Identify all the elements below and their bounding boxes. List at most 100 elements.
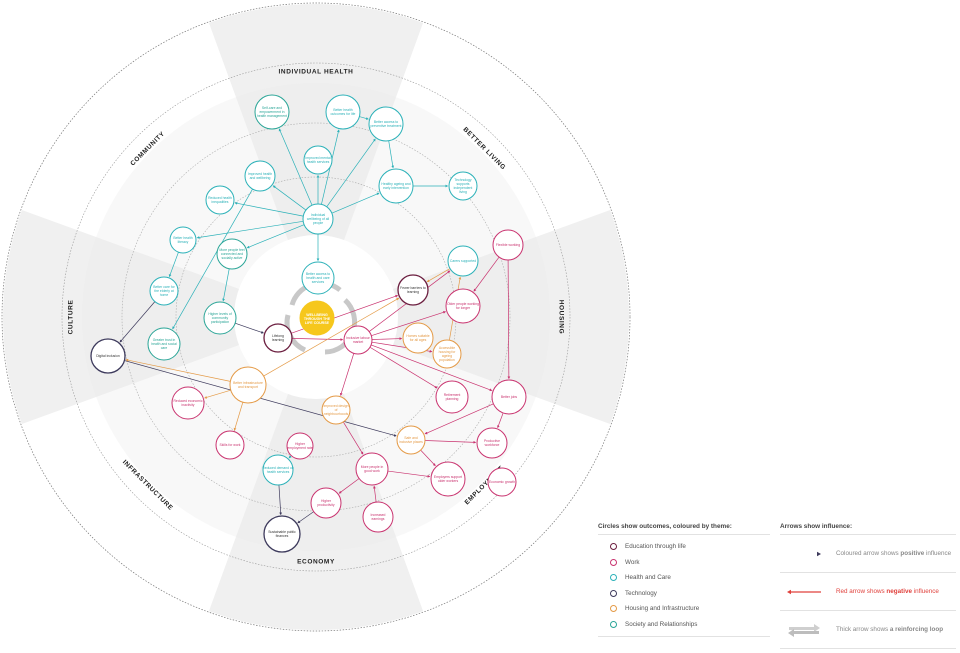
outcome-node[interactable]: Technology supports independent living [448, 171, 478, 201]
sector-label-economy: ECONOMY [297, 559, 335, 566]
outcome-circle [303, 145, 333, 175]
theme-dot-icon [610, 589, 617, 597]
outcome-node[interactable]: Higher productivity [310, 487, 342, 519]
outcome-label: Sustainable public finances [268, 530, 296, 538]
sector-label-housing: HOUSING [557, 300, 564, 335]
influence-arrow [326, 138, 376, 208]
outcome-label: Improved design of neighbourhoods [323, 404, 348, 416]
influence-arrow [338, 478, 360, 494]
influence-arrow [497, 412, 504, 429]
theme-label: Health and Care [625, 574, 671, 582]
outcome-node[interactable]: Healthy ageing and early intervention [378, 168, 414, 204]
outcome-label: Economic growth [489, 480, 515, 484]
outcome-node[interactable]: Retirement planning [435, 380, 469, 414]
outcome-circle [215, 430, 245, 460]
outcome-node[interactable]: Older people working for longer [445, 288, 481, 324]
influence-arrow [288, 455, 292, 459]
outcome-label: Reduced economic inactivity [173, 399, 202, 407]
outcome-node[interactable]: More people feel connected and socially ac… [216, 238, 248, 270]
outcome-node[interactable]: Improved mental health services [303, 145, 333, 175]
outcome-node[interactable]: Lifelong learning [263, 323, 293, 353]
influence-arrow [246, 224, 305, 249]
outcome-node[interactable]: Digital inclusion [90, 338, 126, 374]
outcome-circle [169, 226, 197, 254]
outcome-node[interactable]: Productive workforce [476, 427, 508, 459]
legend-divider [780, 534, 956, 535]
outcome-node[interactable]: Better infrastructure and transport [229, 366, 267, 404]
outcome-node[interactable]: Economic growth [487, 467, 517, 497]
outcome-node[interactable]: Self-care and empowerment in health manage… [254, 94, 290, 130]
outcome-node[interactable]: Reduced economic inactivity [171, 386, 205, 420]
legend-loop-arrow: Thick arrow shows a reinforcing loop [780, 615, 956, 644]
outcome-node[interactable]: Better health outcomes for life [325, 94, 361, 130]
outcome-circle [355, 452, 389, 486]
outcome-circle [90, 338, 126, 374]
outcome-node[interactable]: Sustainable public finances [263, 515, 301, 553]
outcome-node[interactable]: Better care for the elderly at home [149, 276, 179, 306]
positive-arrow-text: Coloured arrow shows positive influence [836, 550, 952, 557]
outcome-node[interactable]: Skills for work [215, 430, 245, 460]
outcome-circle [402, 322, 434, 354]
outcome-node[interactable]: Better jobs [491, 379, 527, 415]
theme-label: Education through life [625, 543, 686, 551]
outcome-node[interactable]: Flexible working [492, 229, 524, 261]
influence-arrow [369, 346, 438, 389]
outcome-node[interactable]: Safe and inclusive places [396, 425, 426, 455]
outcome-label: Fewer barriers to learning [400, 286, 426, 294]
outcome-node[interactable]: Greater trust in health and social care [147, 327, 181, 361]
outcome-node[interactable]: Individual wellbeing of all people [302, 203, 334, 235]
theme-dot-icon [610, 605, 617, 613]
themes-legend: Circles show outcomes, coloured by theme… [598, 523, 770, 641]
outcome-node[interactable]: Improved design of neighbourhoods [321, 395, 351, 425]
loop-arrow-text: Thick arrow shows a reinforcing loop [836, 626, 944, 633]
outcome-node[interactable]: Employers support older workers [430, 461, 466, 497]
outcome-label: Productive workforce [484, 439, 500, 447]
outcome-node[interactable]: Better access to preventive treatment [368, 106, 404, 142]
influence-arrow [222, 268, 230, 302]
legend-divider [598, 636, 770, 637]
influence-arrow [297, 511, 314, 524]
outcome-node[interactable]: Accessible housing for ageing population [432, 339, 462, 369]
legend-negative-arrow: Red arrow shows negative influence [780, 577, 956, 606]
theme-list: Education through life Work Health and Car… [598, 539, 770, 632]
outcome-node[interactable]: More people in good work [355, 452, 389, 486]
outcome-label: Retirement planning [444, 393, 461, 401]
outcome-node[interactable]: Carers supported [447, 245, 479, 277]
outcome-node[interactable]: Improved health and wellbeing [244, 160, 276, 192]
outcome-label: Older people working for longer [447, 302, 479, 310]
influence-arrow [233, 402, 244, 431]
outcome-circle [149, 276, 179, 306]
outcome-circle [397, 274, 429, 306]
outcome-label: Carers supported [450, 259, 476, 263]
outcome-node[interactable]: Higher employment rate [286, 432, 314, 460]
outcome-label: Better health literacy [173, 236, 192, 244]
outcome-label: Homes suitable for all ages [406, 334, 429, 342]
outcome-circle [325, 94, 361, 130]
center-node[interactable]: WELLBEING THROUGH THE LIFE COURSE [299, 300, 335, 336]
outcome-node[interactable]: Reduced demand on health services [262, 454, 294, 486]
ring-2 [61, 62, 571, 572]
outcome-node[interactable]: Inclusive labour market [343, 325, 373, 355]
outcome-node[interactable]: Better access to health and care services [301, 261, 335, 295]
outcome-node[interactable]: Fewer barriers to learning [397, 274, 429, 306]
outcome-node[interactable]: Increased earnings [362, 501, 394, 533]
outcome-label: Reduced health inequalities [208, 196, 232, 204]
outcome-label: Better care for the elderly at home [153, 285, 175, 297]
outcome-node[interactable]: Better health literacy [169, 226, 197, 254]
outcome-circle [263, 515, 301, 553]
outcome-circle [487, 467, 517, 497]
outcome-label: Higher employment rate [287, 442, 312, 450]
outcome-label: Safe and inclusive places [399, 436, 423, 444]
influence-arrow [204, 389, 231, 399]
legend-positive-arrow: Coloured arrow shows positive influence [780, 539, 956, 568]
outcome-circle [147, 327, 181, 361]
influence-arrow [387, 470, 431, 478]
outcome-node[interactable]: Reduced health inequalities [205, 185, 235, 215]
outcome-node[interactable]: Higher levels of community participation [203, 301, 237, 335]
influence-arrow [172, 188, 253, 330]
sector-label-individual-health: INDIVIDUAL HEALTH [279, 69, 354, 76]
outcome-circle [448, 171, 478, 201]
outcome-node[interactable]: Homes suitable for all ages [402, 322, 434, 354]
outcome-label: Lifelong learning [272, 334, 284, 342]
influence-arrow [278, 128, 313, 206]
